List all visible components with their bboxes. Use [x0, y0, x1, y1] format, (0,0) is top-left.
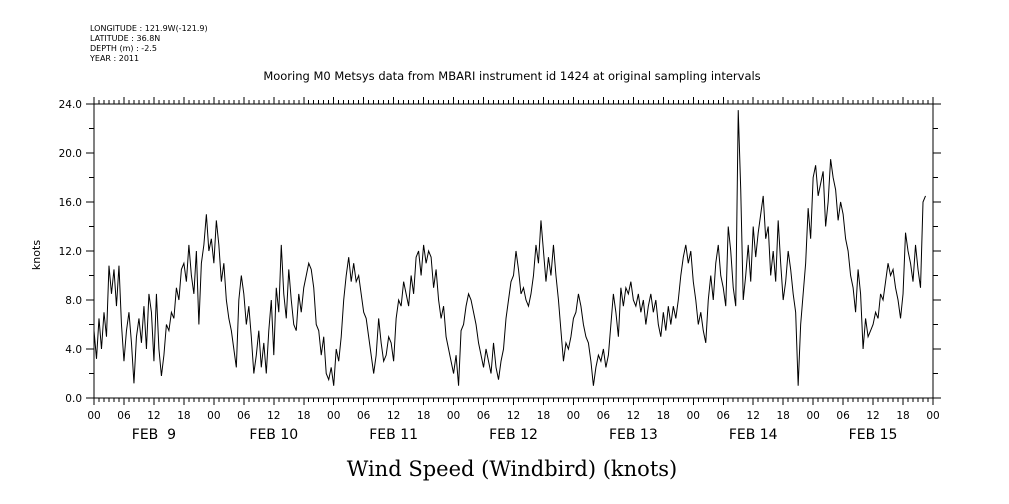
x-tick-label: 18	[776, 410, 789, 422]
day-label: FEB 15	[849, 427, 898, 443]
x-tick-label: 12	[387, 410, 400, 422]
x-tick-label: 00	[806, 410, 819, 422]
x-tick-label: 12	[267, 410, 280, 422]
plot-frame	[93, 103, 934, 399]
x-tick-label: 00	[687, 410, 700, 422]
tick-marks	[86, 97, 941, 405]
meta-year: YEAR : 2011	[89, 54, 139, 63]
x-axis-label: Wind Speed (Windbird) (knots)	[347, 457, 677, 481]
day-labels: FEB 9 FEB 10 FEB 11 FEB 12 FEB 13 FEB 14 FEB 1…	[132, 427, 898, 443]
day-label: FEB 13	[609, 427, 658, 443]
x-tick-label: 00	[567, 410, 580, 422]
x-tick-label: 00	[327, 410, 340, 422]
x-tick-label: 06	[117, 410, 131, 422]
x-tick-label: 12	[627, 410, 640, 422]
x-tick-labels: 00 06 12 18 00 06 12 18 00 06 12 18 00 06 12 18 00 06 12 18…	[87, 410, 939, 422]
meta-longitude: LONGITUDE : 121.9W(-121.9)	[90, 24, 208, 33]
x-tick-label: 00	[926, 410, 939, 422]
y-axis-label: knots	[30, 240, 43, 270]
series-line-0	[93, 110, 926, 386]
day-label: FEB 11	[369, 427, 418, 443]
axis-ticks	[86, 97, 941, 405]
y-tick-label: 24.0	[59, 99, 82, 111]
x-tick-label: 18	[537, 410, 550, 422]
y-tick-label: 4.0	[65, 344, 82, 356]
x-tick-label: 18	[417, 410, 430, 422]
meta-latitude: LATITUDE : 36.8N	[90, 34, 160, 43]
x-tick-label: 00	[87, 410, 100, 422]
y-tick-label: 12.0	[59, 246, 82, 258]
series-group	[93, 110, 926, 386]
y-tick-label: 16.0	[59, 197, 82, 209]
day-label: FEB 12	[489, 427, 538, 443]
x-tick-label: 12	[147, 410, 160, 422]
x-tick-label: 18	[896, 410, 909, 422]
day-label: FEB 14	[729, 427, 778, 443]
meta-depth: DEPTH (m) : -2.5	[90, 44, 157, 53]
y-tick-labels: 0.0 4.0 8.0 12.0 16.0 20.0 24.0	[59, 99, 82, 405]
x-tick-label: 06	[237, 410, 251, 422]
x-tick-label: 06	[717, 410, 731, 422]
y-tick-label: 20.0	[59, 148, 82, 160]
x-tick-label: 12	[507, 410, 520, 422]
x-tick-label: 12	[866, 410, 879, 422]
x-tick-label: 00	[207, 410, 220, 422]
x-tick-label: 06	[597, 410, 611, 422]
y-tick-label: 0.0	[65, 393, 82, 405]
y-tick-label: 8.0	[65, 295, 82, 307]
x-tick-label: 00	[447, 410, 460, 422]
x-tick-label: 06	[357, 410, 371, 422]
x-tick-label: 12	[747, 410, 760, 422]
x-tick-label: 06	[836, 410, 850, 422]
x-tick-label: 18	[177, 410, 190, 422]
x-tick-label: 18	[297, 410, 310, 422]
x-tick-label: 18	[657, 410, 670, 422]
x-tick-label: 06	[477, 410, 491, 422]
chart-title: Mooring M0 Metsys data from MBARI instru…	[263, 69, 760, 83]
day-label: FEB 10	[249, 427, 298, 443]
day-label: FEB 9	[132, 427, 176, 443]
